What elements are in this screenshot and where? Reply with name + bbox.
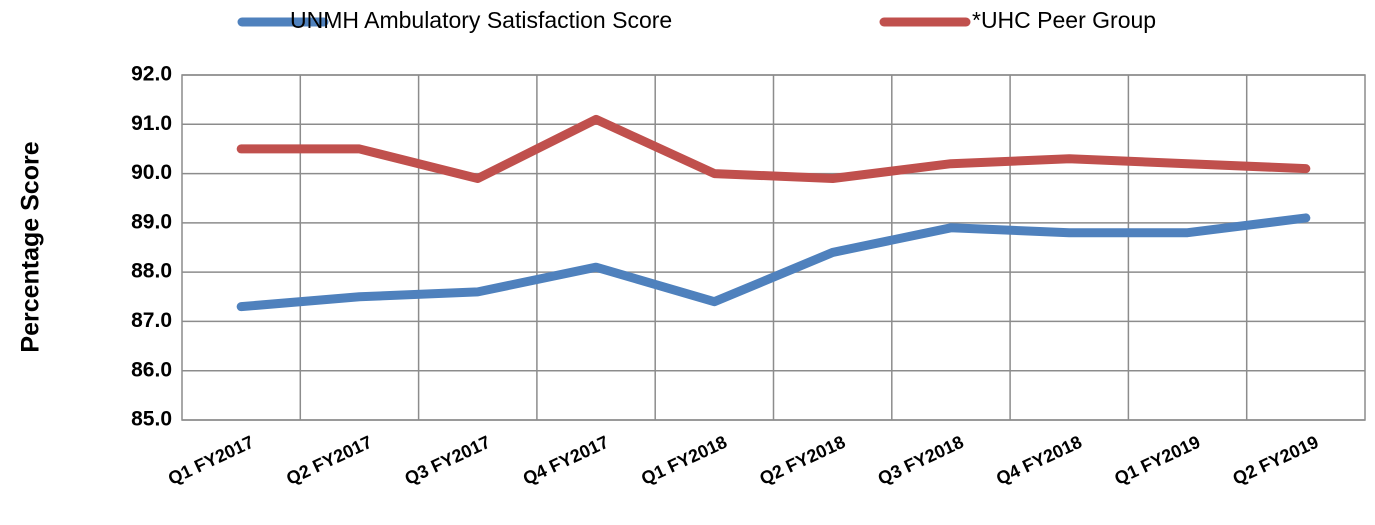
y-tick-label: 88.0 xyxy=(131,260,172,283)
x-tick-label: Q4 FY2017 xyxy=(520,432,612,489)
y-tick-label: 85.0 xyxy=(131,408,172,431)
x-tick-label: Q3 FY2017 xyxy=(402,432,494,489)
y-axis-label: Percentage Score xyxy=(17,141,45,352)
plot-border xyxy=(181,74,1366,421)
y-tick-label: 86.0 xyxy=(131,358,172,381)
legend-label: UNMH Ambulatory Satisfaction Score xyxy=(290,7,672,33)
x-tick-label: Q2 FY2019 xyxy=(1230,432,1322,489)
legend-label: *UHC Peer Group xyxy=(972,7,1156,33)
y-tick-label: 91.0 xyxy=(131,112,172,135)
x-tick-label: Q1 FY2019 xyxy=(1111,432,1203,489)
x-tick-label: Q2 FY2017 xyxy=(283,432,375,489)
line-series xyxy=(236,213,1311,312)
x-tick-label: Q3 FY2018 xyxy=(875,432,967,489)
y-tick-label: 87.0 xyxy=(131,309,172,332)
y-tick-label: 92.0 xyxy=(131,63,172,86)
y-tick-label: 89.0 xyxy=(131,210,172,233)
y-tick-label: 90.0 xyxy=(131,161,172,184)
line-series xyxy=(236,114,1311,183)
x-tick-label: Q2 FY2018 xyxy=(756,432,848,489)
x-tick-label: Q1 FY2018 xyxy=(638,432,730,489)
x-tick-label: Q1 FY2017 xyxy=(165,432,257,489)
x-tick-label: Q4 FY2018 xyxy=(993,432,1085,489)
